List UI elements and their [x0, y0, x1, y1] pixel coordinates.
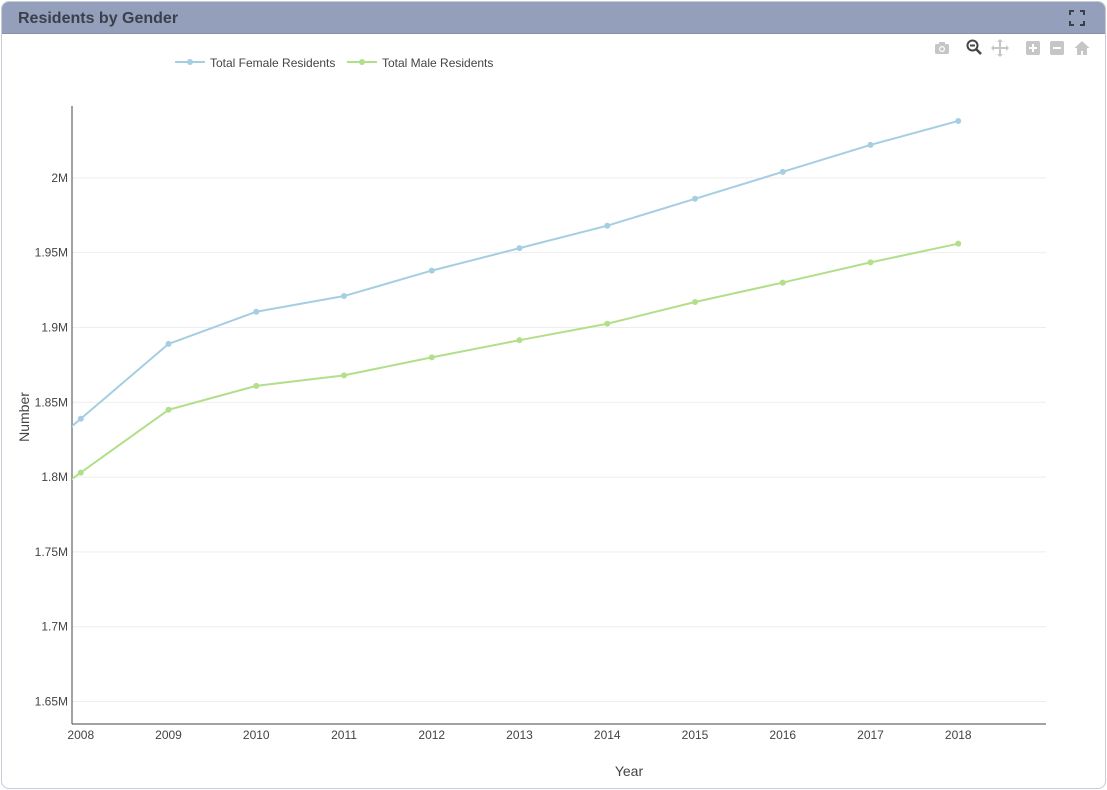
- series-group-male: [72, 240, 962, 481]
- data-point: [253, 308, 260, 315]
- data-point: [692, 299, 699, 306]
- y-tick-label: 2M: [51, 171, 68, 185]
- legend-label-female: Total Female Residents: [210, 56, 336, 70]
- x-tick-label: 2010: [243, 728, 270, 742]
- data-point: [779, 279, 786, 286]
- data-point: [428, 354, 435, 361]
- data-point: [955, 240, 962, 247]
- x-tick-label: 2016: [769, 728, 796, 742]
- data-point: [516, 337, 523, 344]
- data-point: [516, 245, 523, 252]
- y-tick-label: 1.7M: [41, 620, 68, 634]
- pan-icon[interactable]: [991, 39, 1009, 57]
- y-axis-title: Number: [16, 392, 32, 442]
- data-point: [604, 320, 611, 327]
- data-point: [692, 195, 699, 202]
- data-point: [77, 415, 84, 422]
- zoom-icon[interactable]: [965, 38, 983, 56]
- y-tick-label: 1.75M: [35, 545, 68, 559]
- x-tick-label: 2013: [506, 728, 533, 742]
- series-line: [72, 242, 959, 481]
- data-point: [779, 168, 786, 175]
- zoom-in-icon[interactable]: [1024, 39, 1042, 57]
- series-group-female: [72, 117, 962, 428]
- x-tick-label: 2012: [418, 728, 445, 742]
- data-point: [165, 340, 172, 347]
- y-tick-label: 1.9M: [41, 320, 68, 334]
- data-point: [341, 372, 348, 379]
- series-line: [72, 119, 959, 428]
- x-tick-label: 2009: [155, 728, 182, 742]
- legend-swatch-female: [175, 59, 205, 65]
- panel-title: Residents by Gender: [18, 10, 179, 27]
- y-tick-label: 1.95M: [35, 246, 68, 260]
- x-tick-label: 2017: [857, 728, 884, 742]
- x-tick-label: 2018: [945, 728, 972, 742]
- data-point: [428, 267, 435, 274]
- panel-header: Residents by Gender: [2, 2, 1105, 34]
- zoom-out-icon[interactable]: [1048, 39, 1066, 57]
- data-point: [341, 293, 348, 300]
- legend-swatch-male: [347, 59, 377, 65]
- x-tick-label: 2008: [67, 728, 94, 742]
- data-point: [867, 141, 874, 148]
- data-point: [77, 469, 84, 476]
- data-point: [165, 406, 172, 413]
- x-tick-label: 2015: [682, 728, 709, 742]
- y-tick-label: 1.65M: [35, 695, 68, 709]
- data-point: [253, 382, 260, 389]
- home-icon[interactable]: [1073, 39, 1091, 57]
- fullscreen-icon[interactable]: [1069, 10, 1085, 26]
- x-axis-title: Year: [615, 763, 644, 779]
- x-tick-label: 2011: [331, 728, 357, 742]
- legend-label-male: Total Male Residents: [382, 56, 494, 70]
- data-point: [604, 222, 611, 229]
- y-tick-label: 1.8M: [41, 470, 68, 484]
- camera-icon[interactable]: [933, 39, 951, 57]
- data-point: [955, 117, 962, 124]
- y-tick-label: 1.85M: [35, 395, 68, 409]
- x-tick-label: 2014: [594, 728, 621, 742]
- data-point: [867, 259, 874, 266]
